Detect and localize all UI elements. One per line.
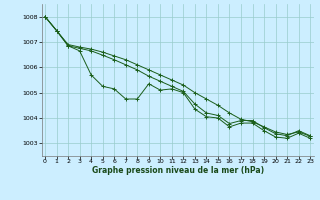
X-axis label: Graphe pression niveau de la mer (hPa): Graphe pression niveau de la mer (hPa) — [92, 166, 264, 175]
